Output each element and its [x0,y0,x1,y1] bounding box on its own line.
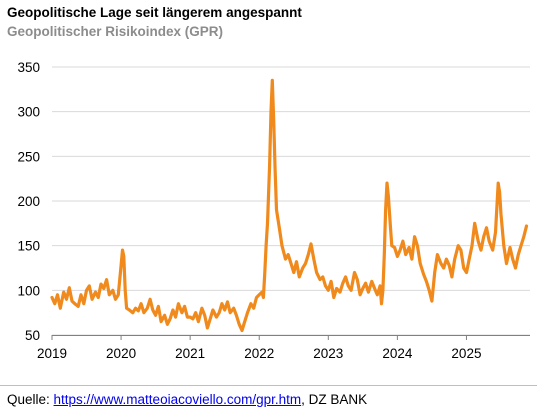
y-tick-label: 200 [17,194,40,209]
x-tick-label: 2023 [313,346,343,361]
x-tick-label: 2025 [451,346,481,361]
gpr-series-line [50,78,529,333]
footer-divider [0,385,537,386]
source-link[interactable]: https://www.matteoiacoviello.com/gpr.htm [53,392,302,407]
y-tick-label: 150 [17,239,40,254]
y-axis-ticks: 50 100 150 200 250 300 350 [17,60,40,343]
x-tick-label: 2024 [382,346,413,361]
x-tick-label: 2022 [244,346,274,361]
y-tick-label: 250 [17,149,40,164]
chart-subtitle: Geopolitischer Risikoindex (GPR) [7,24,224,39]
x-axis-ticks: 2019 2020 2021 2022 2023 2024 2025 [37,335,481,361]
gpr-line-chart: 50 100 150 200 250 300 350 2019 2020 2021 2022 202… [17,60,530,361]
chart-title: Geopolitische Lage seit längerem angespa… [7,5,302,20]
y-tick-label: 350 [17,60,40,75]
source-note: Quelle: https://www.matteoiacoviello.com… [7,392,367,407]
source-prefix: Quelle: [7,392,54,407]
x-tick-label: 2020 [106,346,136,361]
x-tick-label: 2021 [175,346,205,361]
x-tick-label: 2019 [37,346,67,361]
y-tick-label: 300 [17,105,40,120]
y-tick-label: 50 [25,328,40,343]
y-tick-label: 100 [17,283,40,298]
gridlines [52,66,530,336]
source-suffix: , DZ BANK [301,392,368,407]
